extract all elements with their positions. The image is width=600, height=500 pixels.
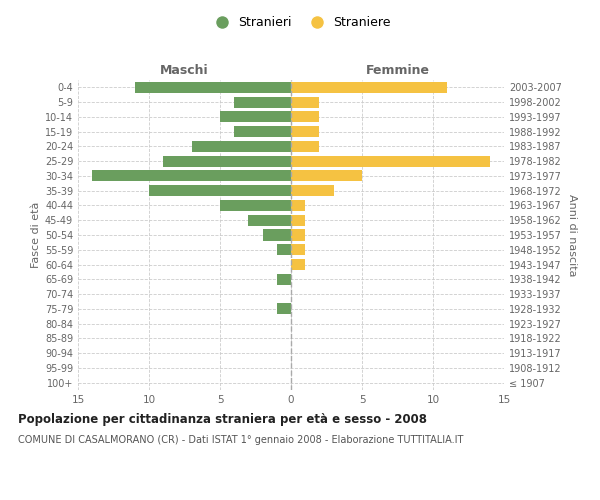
Bar	[291, 170, 362, 181]
Bar	[92, 170, 291, 181]
Text: Maschi: Maschi	[160, 64, 209, 77]
Bar	[234, 126, 291, 137]
Bar	[291, 244, 305, 256]
Bar	[277, 274, 291, 285]
Bar	[163, 156, 291, 166]
Bar	[149, 185, 291, 196]
Bar	[220, 112, 291, 122]
Bar	[291, 96, 319, 108]
Bar	[291, 82, 447, 93]
Y-axis label: Fasce di età: Fasce di età	[31, 202, 41, 268]
Bar	[291, 200, 305, 211]
Bar	[291, 126, 319, 137]
Bar	[291, 259, 305, 270]
Bar	[277, 304, 291, 314]
Bar	[291, 112, 319, 122]
Y-axis label: Anni di nascita: Anni di nascita	[567, 194, 577, 276]
Bar	[291, 141, 319, 152]
Text: COMUNE DI CASALMORANO (CR) - Dati ISTAT 1° gennaio 2008 - Elaborazione TUTTITALI: COMUNE DI CASALMORANO (CR) - Dati ISTAT …	[18, 435, 463, 445]
Bar	[135, 82, 291, 93]
Bar	[220, 200, 291, 211]
Bar	[191, 141, 291, 152]
Bar	[248, 214, 291, 226]
Text: Popolazione per cittadinanza straniera per età e sesso - 2008: Popolazione per cittadinanza straniera p…	[18, 412, 427, 426]
Bar	[291, 156, 490, 166]
Bar	[234, 96, 291, 108]
Bar	[291, 230, 305, 240]
Bar	[291, 214, 305, 226]
Bar	[277, 244, 291, 256]
Legend: Stranieri, Straniere: Stranieri, Straniere	[205, 11, 395, 34]
Bar	[263, 230, 291, 240]
Bar	[291, 185, 334, 196]
Text: Femmine: Femmine	[365, 64, 430, 77]
